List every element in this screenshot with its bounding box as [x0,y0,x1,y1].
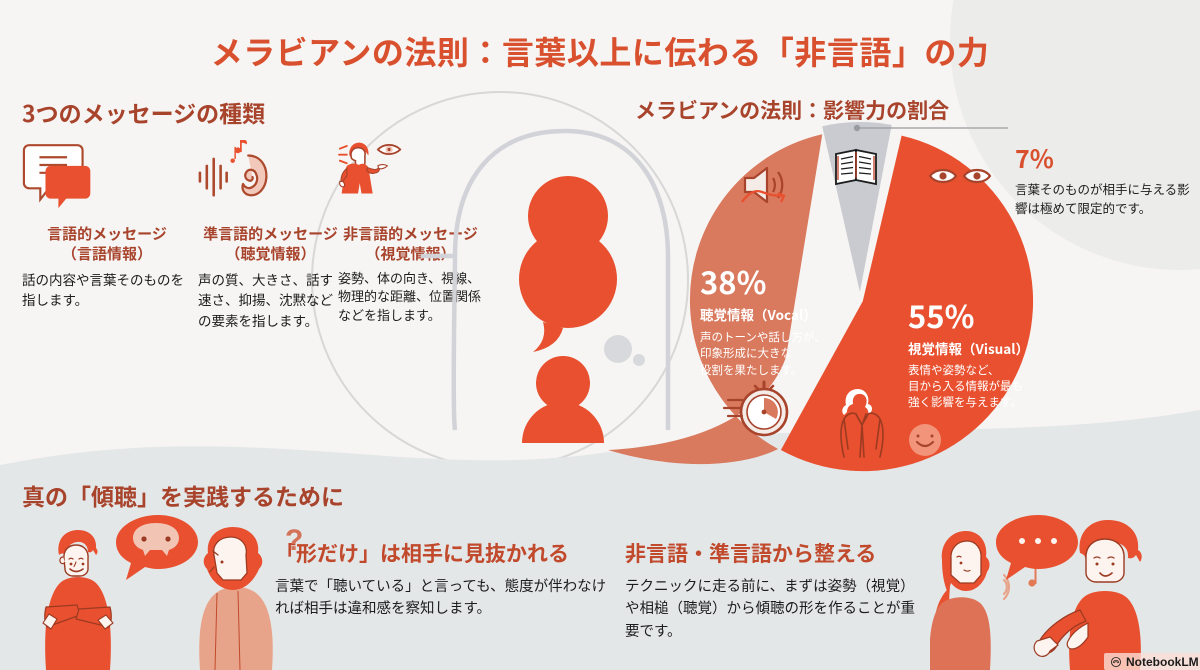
svg-text:?: ? [285,524,303,557]
